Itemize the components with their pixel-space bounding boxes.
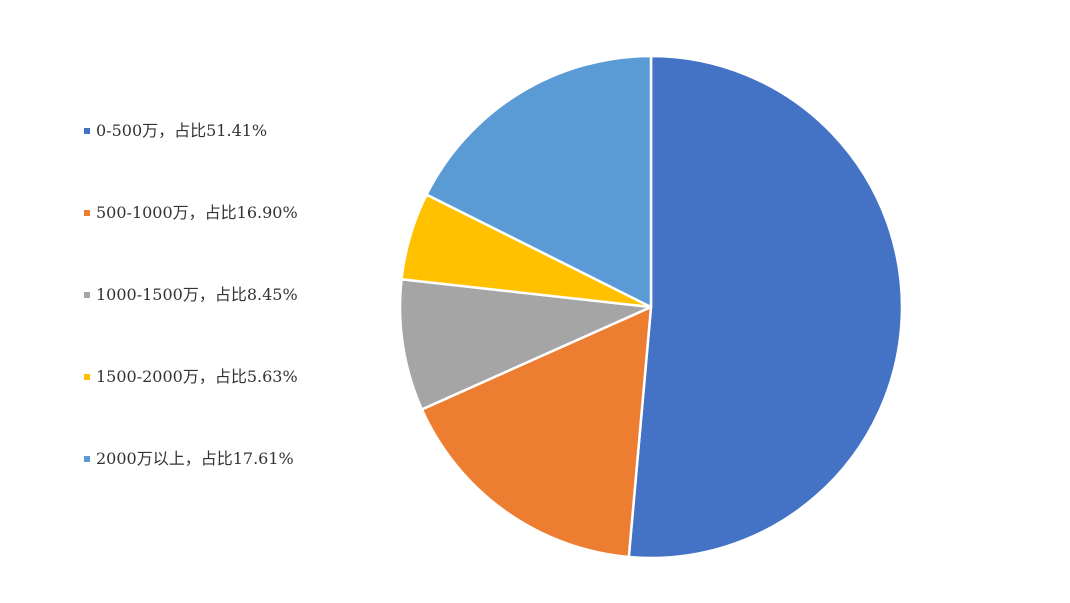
legend-label-5: 2000万以上，占比17.61%	[96, 449, 294, 468]
legend-item-4: 1500-2000万，占比5.63%	[84, 364, 384, 446]
legend-swatch-4	[84, 374, 90, 380]
legend-swatch-3	[84, 292, 90, 298]
legend-label-2: 500-1000万，占比16.90%	[96, 203, 298, 222]
legend-swatch-1	[84, 128, 90, 134]
legend-label-4: 1500-2000万，占比5.63%	[96, 367, 298, 386]
pie-slice-5	[425, 54, 653, 309]
legend-label-1: 0-500万，占比51.41%	[96, 121, 268, 140]
pie-slice-3	[398, 278, 653, 411]
pie-slice-1	[627, 54, 904, 560]
legend-label-3: 1000-1500万，占比8.45%	[96, 285, 298, 304]
pie-slice-2	[420, 305, 653, 559]
legend-item-3: 1000-1500万，占比8.45%	[84, 282, 384, 364]
legend-item-1: 0-500万，占比51.41%	[84, 118, 384, 200]
legend-item-5: 2000万以上，占比17.61%	[84, 446, 384, 528]
legend-item-2: 500-1000万，占比16.90%	[84, 200, 384, 282]
legend-swatch-2	[84, 210, 90, 216]
chart-legend: 0-500万，占比51.41% 500-1000万，占比16.90% 1000-15…	[84, 118, 384, 528]
legend-swatch-5	[84, 456, 90, 462]
